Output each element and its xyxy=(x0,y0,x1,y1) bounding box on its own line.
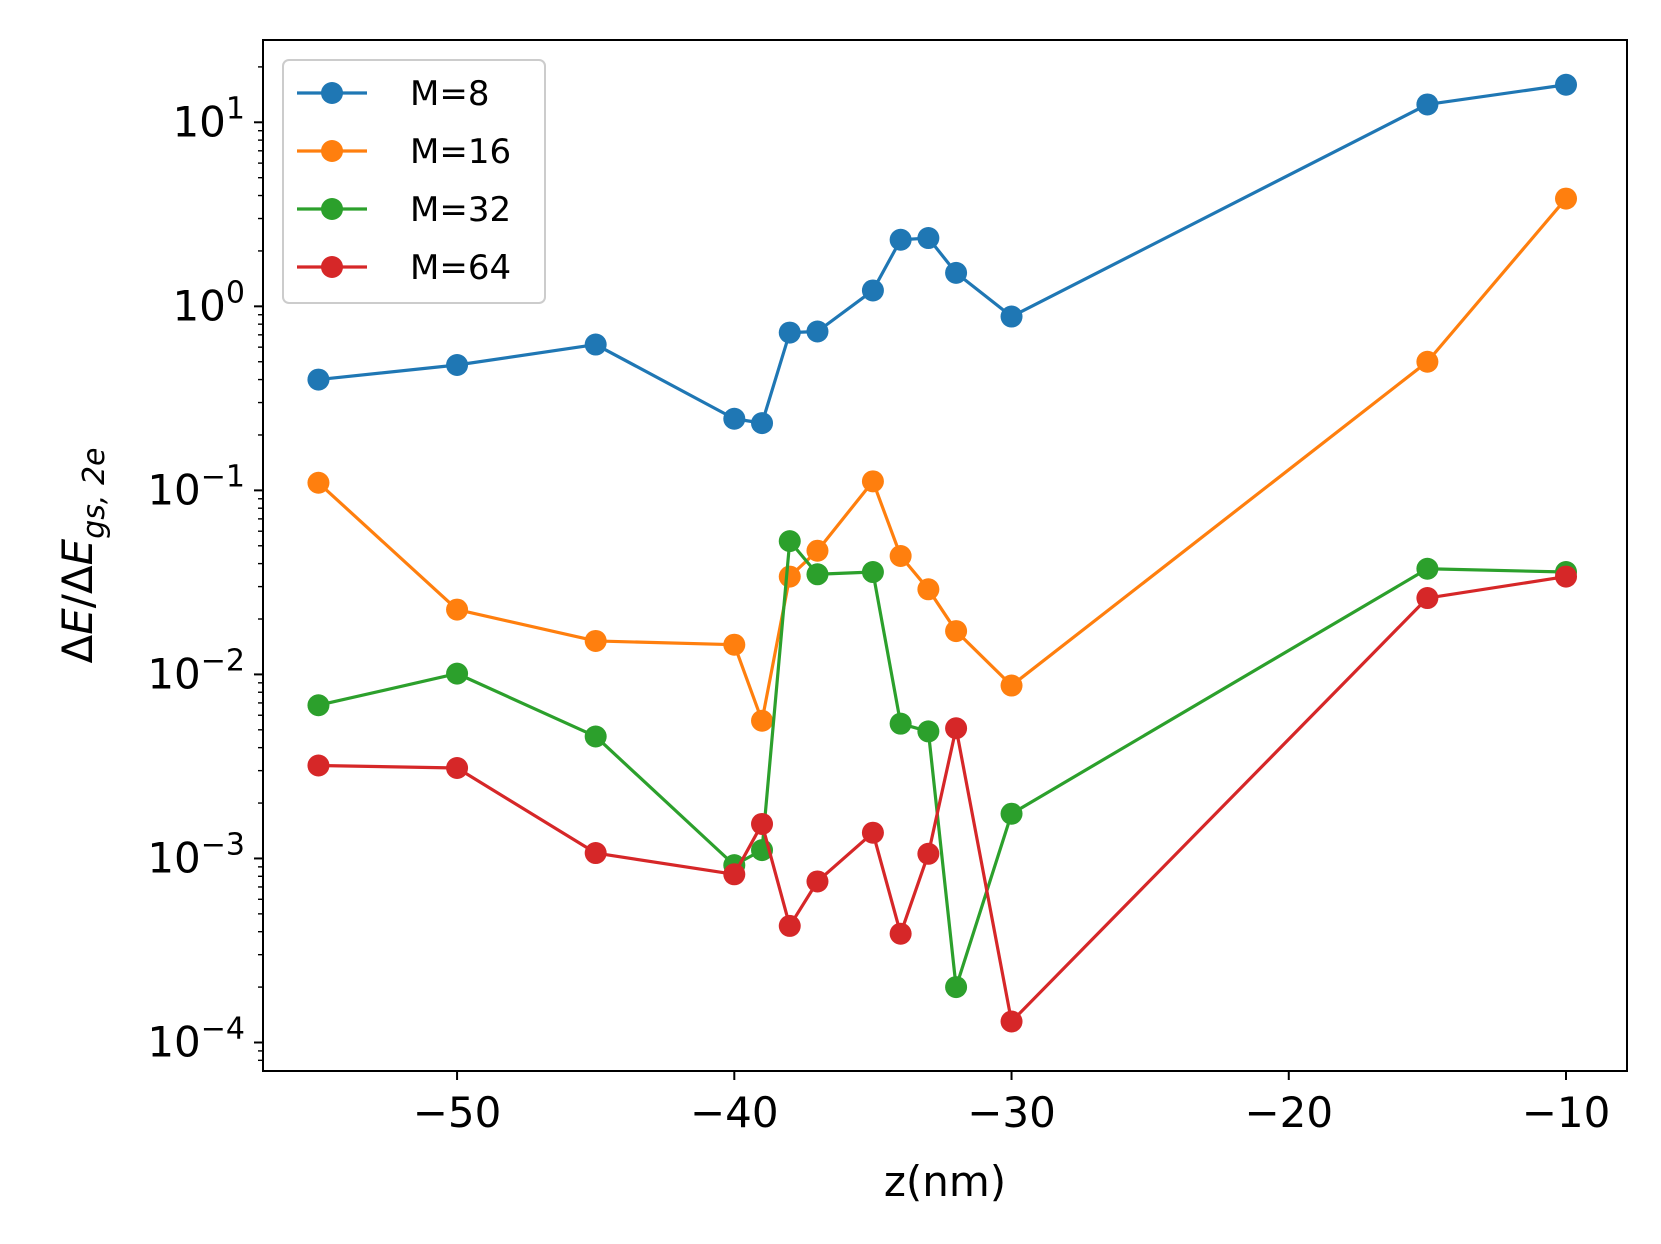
data-point xyxy=(446,662,469,685)
x-axis-label: z(nm) xyxy=(884,1157,1006,1206)
data-point xyxy=(945,717,968,740)
data-point xyxy=(584,333,607,356)
x-tick-label: −20 xyxy=(1244,1088,1333,1137)
data-point xyxy=(751,412,774,435)
data-point xyxy=(723,633,746,656)
series-m-8 xyxy=(307,73,1578,435)
data-point xyxy=(889,712,912,735)
y-axis-label: ΔE/ΔEgs, 2e xyxy=(53,447,112,663)
data-point xyxy=(861,279,884,302)
x-tick-label: −40 xyxy=(690,1088,779,1137)
data-point xyxy=(778,321,801,344)
data-point xyxy=(917,578,940,601)
series-m-64 xyxy=(307,565,1578,1033)
data-point xyxy=(889,228,912,251)
series-line xyxy=(318,83,1567,425)
data-point xyxy=(917,720,940,743)
data-point xyxy=(778,530,801,553)
data-point xyxy=(446,598,469,621)
y-tick-label: 100 xyxy=(172,275,245,330)
series-layer xyxy=(307,73,1578,1033)
plot-frame xyxy=(262,39,1628,1072)
legend-marker xyxy=(321,256,343,278)
data-point xyxy=(917,842,940,865)
data-point xyxy=(917,227,940,250)
data-point xyxy=(1000,305,1023,328)
data-point xyxy=(307,471,330,494)
data-point xyxy=(751,812,774,835)
data-point xyxy=(307,694,330,717)
data-point xyxy=(806,320,829,343)
y-tick-label: 10−1 xyxy=(147,459,245,514)
data-point xyxy=(861,561,884,584)
legend-entry: M=16 xyxy=(297,132,511,172)
data-point xyxy=(889,922,912,945)
data-point xyxy=(723,407,746,430)
legend-marker xyxy=(321,82,343,104)
legend-label: M=8 xyxy=(410,74,489,114)
data-point xyxy=(945,620,968,643)
data-point xyxy=(806,563,829,586)
y-tick-label: 101 xyxy=(172,91,245,146)
data-point xyxy=(584,842,607,865)
data-point xyxy=(778,565,801,588)
data-point xyxy=(778,914,801,937)
data-point xyxy=(945,976,968,999)
data-point xyxy=(584,629,607,652)
data-point xyxy=(861,470,884,493)
data-point xyxy=(1416,587,1439,610)
legend-label: M=32 xyxy=(410,190,511,230)
data-point xyxy=(446,757,469,780)
x-tick-label: −10 xyxy=(1522,1088,1611,1137)
legend-marker xyxy=(321,140,343,162)
legend-box xyxy=(282,59,546,304)
legend-marker xyxy=(321,198,343,220)
data-point xyxy=(806,539,829,562)
data-point xyxy=(1416,93,1439,116)
data-point xyxy=(1000,802,1023,825)
x-tick-label: −50 xyxy=(413,1088,502,1137)
data-point xyxy=(1555,73,1578,96)
series-line xyxy=(318,539,1567,989)
legend-entry: M=8 xyxy=(297,74,489,114)
data-point xyxy=(945,261,968,284)
data-point xyxy=(751,709,774,732)
data-point xyxy=(889,544,912,567)
legend-entry: M=64 xyxy=(297,248,511,288)
data-point xyxy=(861,821,884,844)
series-line xyxy=(318,575,1567,1024)
y-tick-label: 10−3 xyxy=(147,827,245,882)
data-point xyxy=(307,754,330,777)
legend: M=8 M=16 M=32 M=64 xyxy=(282,59,546,304)
y-tick-label: 10−4 xyxy=(147,1011,245,1066)
legend-label: M=64 xyxy=(410,248,511,288)
data-point xyxy=(1555,187,1578,210)
data-point xyxy=(446,354,469,376)
data-point xyxy=(1000,1010,1023,1033)
legend-entry: M=32 xyxy=(297,190,511,230)
series-line xyxy=(317,197,1568,723)
data-point xyxy=(1000,674,1023,697)
series-m-16 xyxy=(307,187,1578,732)
axes-layer: −50 −40 −30 −20 −10 10−4 10−3 10−2 10−1 100 101 z(n… xyxy=(53,39,1628,1206)
data-point xyxy=(806,870,829,893)
legend-label: M=16 xyxy=(410,132,511,172)
data-point xyxy=(1555,565,1578,588)
data-point xyxy=(723,863,746,886)
y-tick-label: 10−2 xyxy=(147,643,245,698)
data-point xyxy=(1416,350,1439,373)
x-tick-label: −30 xyxy=(967,1088,1056,1137)
data-point xyxy=(584,725,607,748)
data-point xyxy=(1416,557,1439,580)
data-point xyxy=(307,368,330,391)
